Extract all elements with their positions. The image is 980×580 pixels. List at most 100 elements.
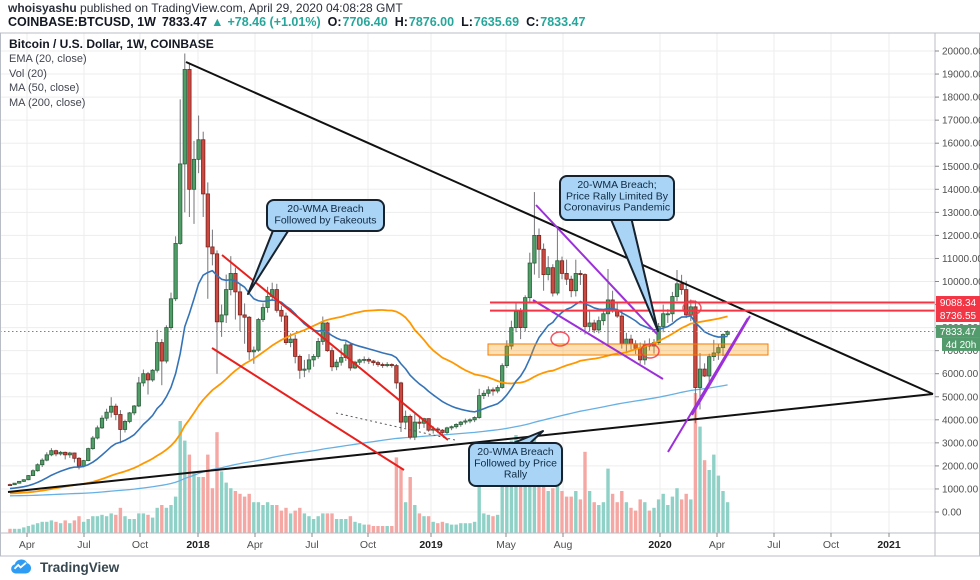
candle	[260, 307, 266, 320]
candle	[90, 437, 95, 450]
candle	[316, 341, 321, 357]
ellipse-marker[interactable]	[550, 331, 570, 347]
volume-bar	[210, 488, 215, 533]
candle	[408, 415, 413, 438]
candle	[573, 273, 578, 292]
volume-bar	[219, 471, 224, 533]
volume-bar	[712, 454, 716, 533]
dotted-lows-line[interactable]	[335, 412, 456, 441]
candle	[67, 452, 72, 456]
candle	[605, 299, 611, 315]
candle	[53, 450, 59, 455]
candle	[550, 267, 555, 294]
purple-rising-upper[interactable]	[691, 315, 751, 416]
candle	[670, 296, 675, 315]
price-tick-label: 15000.00	[942, 162, 980, 173]
volume-bar	[339, 519, 343, 533]
symbol-info-bar: COINBASE:BTCUSD, 1W 7833.47 ▲ +78.46 (+1.01…	[8, 15, 585, 29]
price-label-text: 7833.47	[940, 327, 977, 338]
purple-wedge-upper[interactable]	[535, 204, 658, 335]
volume-bar	[380, 526, 385, 533]
trendline-drawings[interactable]	[7, 61, 934, 493]
candle	[495, 387, 500, 392]
candle	[707, 356, 712, 377]
volume-bar	[666, 505, 670, 533]
candle	[702, 368, 707, 377]
volume-bar	[431, 521, 435, 533]
volume-bar	[385, 526, 389, 533]
author-username[interactable]: whoisyashu	[8, 1, 77, 15]
price-axis[interactable]: 0.00 1000.00 2000.00 3000.00 4000.00 5000.00 6…	[935, 47, 980, 519]
candle	[449, 426, 454, 429]
volume-bar	[275, 505, 279, 533]
triangle-lower-trendline[interactable]	[7, 393, 934, 493]
volume-bar	[528, 451, 532, 533]
red-channel-lower[interactable]	[211, 347, 405, 471]
volume-bar	[633, 510, 638, 533]
candle	[242, 314, 247, 318]
volume-bar	[624, 502, 629, 533]
time-tick-label: Apr	[709, 539, 726, 551]
volume-bar	[109, 513, 113, 533]
volume-bar	[265, 502, 270, 533]
volume-bar	[638, 499, 642, 533]
volume-bar	[652, 507, 656, 533]
candle	[582, 274, 588, 327]
price-tick-label: 5000.00	[942, 392, 979, 403]
symbol-name[interactable]: COINBASE:BTCUSD, 1W	[8, 15, 156, 29]
tradingview-footer[interactable]: TradingView	[8, 558, 119, 576]
candle	[509, 327, 514, 347]
triangle-upper-trendline[interactable]	[185, 61, 934, 395]
callout-text: 20-WMA Breach;	[577, 179, 656, 191]
time-axis[interactable]: Apr Jul Oct 2018 Apr Jul Oct 2019 May Aug 2020 Apr J…	[19, 533, 901, 551]
candle	[592, 322, 597, 331]
volume-bar	[40, 521, 44, 533]
candle	[132, 405, 137, 414]
price-change: +78.46 (+1.01%)	[227, 15, 321, 29]
candle	[665, 313, 670, 316]
volume-bar	[160, 505, 164, 533]
volume-bar	[141, 513, 146, 533]
close-value: 7833.47	[540, 15, 586, 29]
volume-bar	[192, 471, 196, 533]
purple-wedge-lower[interactable]	[532, 299, 664, 380]
candle	[224, 289, 229, 316]
volume-bar	[311, 519, 316, 533]
ellipse-marker[interactable]	[682, 300, 702, 316]
candle	[394, 365, 399, 384]
red-channel-upper[interactable]	[221, 254, 449, 441]
volume-bar	[495, 514, 500, 533]
volume-bar	[436, 523, 440, 533]
time-tick-label: Jul	[305, 539, 318, 551]
price-tick-label: 10000.00	[942, 277, 980, 288]
volume-bar	[413, 505, 417, 533]
volume-bar	[215, 432, 219, 533]
ellipse-drawings[interactable]	[550, 300, 702, 359]
volume-bar	[247, 493, 251, 533]
volume-bar	[325, 513, 330, 533]
volume-bar	[58, 523, 63, 533]
support-band-drawing[interactable]	[487, 343, 769, 356]
horizontal-line-drawings[interactable]	[490, 301, 935, 312]
volume-bar	[344, 519, 348, 533]
volume-bar	[468, 523, 472, 533]
volume-bar	[270, 505, 274, 533]
low-label: L:	[461, 15, 473, 29]
candle	[40, 459, 45, 466]
open-label: O:	[327, 15, 342, 29]
candle	[35, 464, 40, 472]
callout-coronavirus[interactable]: 20-WMA Breach;Price Rally Limited ByCoro…	[559, 175, 675, 332]
ellipse-marker[interactable]	[640, 343, 660, 359]
volume-bar	[242, 496, 247, 533]
volume-bar	[702, 460, 707, 533]
candle	[523, 297, 528, 329]
volume-bar	[307, 516, 311, 533]
support-zone	[487, 343, 769, 356]
volume-bar	[22, 527, 26, 533]
candle	[113, 405, 118, 415]
